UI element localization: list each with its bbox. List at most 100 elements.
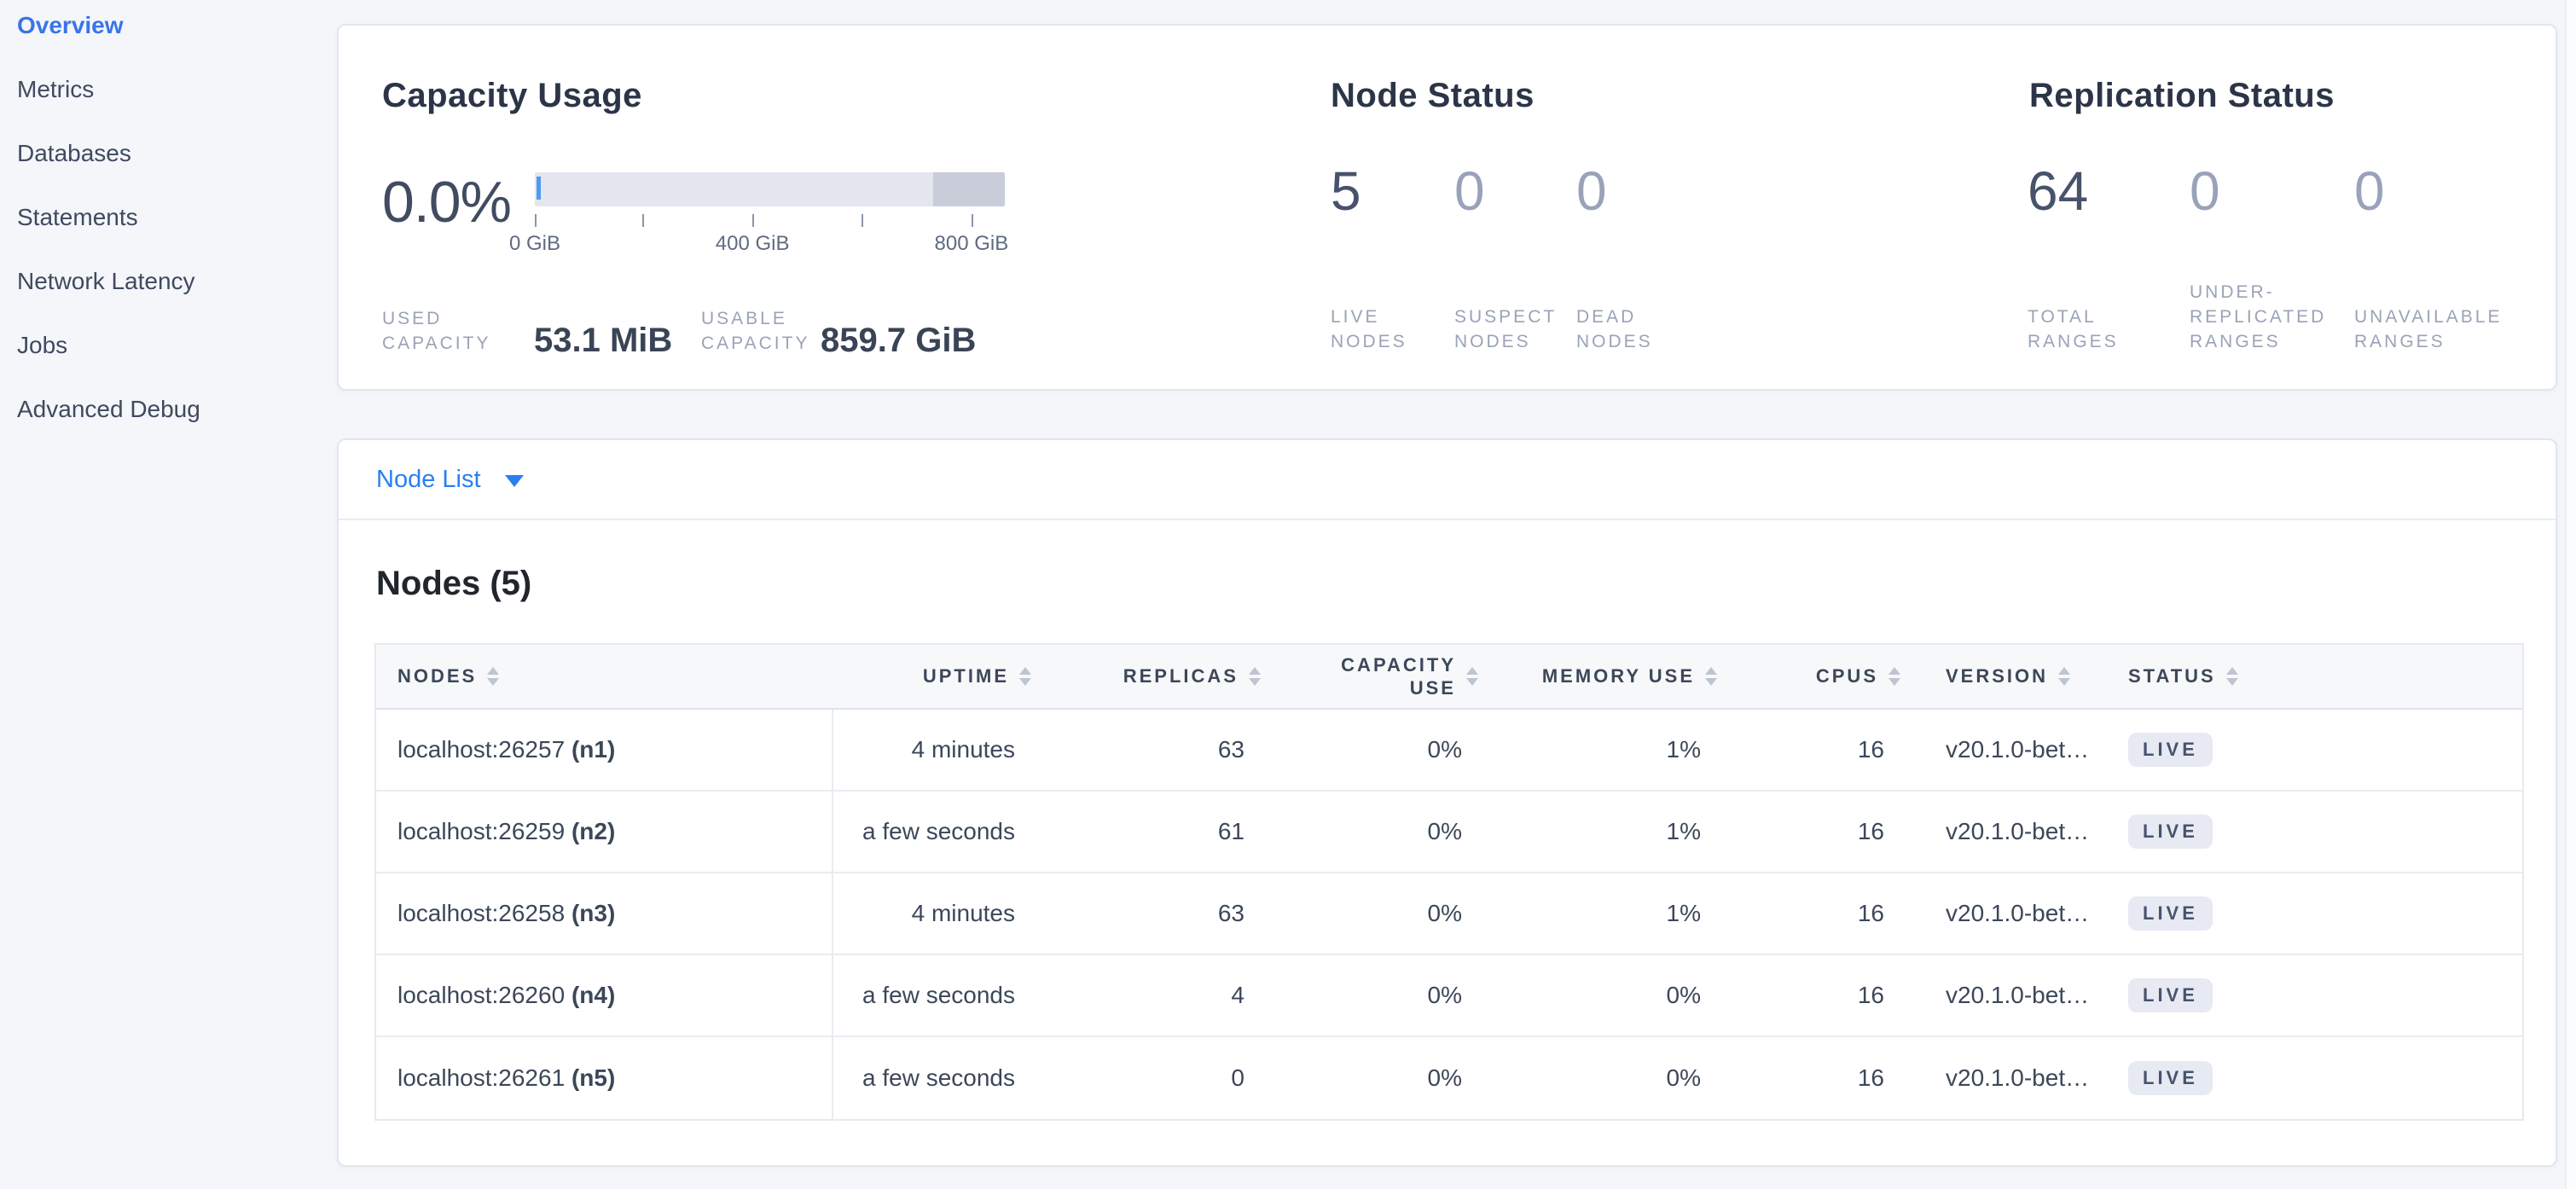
live-nodes-stat: 5 LIVE NODES (1331, 26, 1437, 389)
cpus-cell: 16 (1857, 736, 1884, 763)
node-list-dropdown-label: Node List (376, 465, 481, 493)
capacity-axis-ticks (535, 214, 1005, 228)
node-list-card: Node List Nodes (5) NODES UPTIME REPLICA… (337, 438, 2557, 1167)
version-cell: v20.1.0-bet… (1946, 1064, 2090, 1091)
capacity-use-cell: 0% (1427, 818, 1462, 844)
under-replicated-ranges-value: 0 (2190, 160, 2220, 222)
sidebar-item-jobs[interactable]: Jobs (17, 331, 68, 358)
replicas-cell: 63 (1217, 736, 1244, 763)
node-address-cell: localhost:26257 (n1) (376, 710, 833, 790)
suspect-nodes-label: SUSPECT NODES (1454, 307, 1557, 351)
uptime-cell: a few seconds (862, 818, 1015, 844)
column-header-status[interactable]: STATUS (2110, 645, 2522, 708)
column-header-nodes[interactable]: NODES (376, 645, 833, 708)
node-row[interactable]: localhost:26261 (n5) a few seconds 0 0% … (376, 1037, 2522, 1119)
node-address-cell: localhost:26260 (n4) (376, 955, 833, 1035)
column-label: MEMORY USE (1541, 665, 1695, 687)
memory-use-cell: 0% (1666, 1064, 1701, 1091)
sort-icon (2225, 667, 2238, 686)
column-header-uptime[interactable]: UPTIME (833, 645, 1033, 708)
sidebar-item-databases[interactable]: Databases (17, 139, 131, 166)
uptime-cell: 4 minutes (911, 736, 1015, 763)
scrollbar-track[interactable] (2565, 0, 2576, 1189)
node-row[interactable]: localhost:26257 (n1) 4 minutes 63 0% 1% … (376, 710, 2522, 792)
chevron-down-icon (504, 475, 524, 487)
sidebar: Overview Metrics Databases Statements Ne… (0, 0, 337, 441)
version-cell: v20.1.0-bet… (1946, 900, 2090, 926)
column-label: CPUS (1815, 665, 1878, 687)
cpus-cell: 16 (1857, 1064, 1884, 1091)
capacity-usage-title: Capacity Usage (382, 77, 642, 114)
sidebar-item-overview[interactable]: Overview (17, 11, 124, 38)
status-cell: LIVE (2110, 792, 2522, 872)
node-address-cell: localhost:26258 (n3) (376, 873, 833, 954)
node-address: localhost:26257 (397, 736, 566, 763)
dead-nodes-label: DEAD NODES (1576, 307, 1653, 351)
cluster-summary-card: Capacity Usage 0.0% 0 GiB 400 GiB 800 Gi… (337, 24, 2557, 391)
node-row[interactable]: localhost:26258 (n3) 4 minutes 63 0% 1% … (376, 873, 2522, 955)
column-label: REPLICAS (1123, 665, 1239, 687)
node-address: localhost:26259 (397, 818, 566, 844)
axis-tick (642, 214, 645, 227)
sidebar-item-advanced-debug[interactable]: Advanced Debug (17, 395, 200, 422)
node-status-title: Node Status (1331, 77, 1535, 114)
status-badge: LIVE (2128, 1061, 2213, 1095)
replicas-cell: 4 (1231, 982, 1244, 1008)
version-cell: v20.1.0-bet… (1946, 818, 2090, 844)
live-nodes-value: 5 (1331, 160, 1361, 222)
memory-use-cell: 1% (1666, 736, 1701, 763)
live-nodes-label: LIVE NODES (1331, 307, 1407, 351)
node-row[interactable]: localhost:26260 (n4) a few seconds 4 0% … (376, 955, 2522, 1037)
capacity-use-cell: 0% (1427, 736, 1462, 763)
sort-icon (2058, 667, 2071, 686)
memory-use-cell: 1% (1666, 900, 1701, 926)
total-ranges-value: 64 (2028, 160, 2089, 222)
nodes-count-heading: Nodes (5) (376, 565, 532, 602)
column-header-replicas[interactable]: REPLICAS (1033, 645, 1262, 708)
replicas-cell: 0 (1231, 1064, 1244, 1091)
cpus-cell: 16 (1857, 900, 1884, 926)
unavailable-ranges-stat: 0 UNAVAILABLE RANGES (2354, 26, 2508, 389)
node-row[interactable]: localhost:26259 (n2) a few seconds 61 0%… (376, 792, 2522, 873)
column-header-version[interactable]: VERSION (1902, 645, 2110, 708)
total-ranges-label: TOTAL RANGES (2028, 307, 2119, 351)
usable-capacity-value: 859.7 GiB (821, 322, 977, 359)
column-header-capacity-use[interactable]: CAPACITY USE (1262, 645, 1480, 708)
column-header-cpus[interactable]: CPUS (1719, 645, 1902, 708)
column-label: VERSION (1946, 665, 2049, 687)
node-address: localhost:26258 (397, 900, 566, 926)
column-label: STATUS (2128, 665, 2216, 687)
capacity-percent: 0.0% (382, 170, 512, 235)
sidebar-item-metrics[interactable]: Metrics (17, 75, 95, 102)
under-replicated-ranges-stat: 0 UNDER-REPLICATED RANGES (2190, 26, 2350, 389)
sort-icon (487, 667, 500, 686)
uptime-cell: 4 minutes (911, 900, 1015, 926)
sidebar-item-network-latency[interactable]: Network Latency (17, 267, 195, 294)
column-header-memory-use[interactable]: MEMORY USE (1480, 645, 1719, 708)
usable-capacity-label: USABLE CAPACITY (701, 309, 810, 353)
status-badge: LIVE (2128, 978, 2213, 1012)
node-id: (n1) (571, 736, 616, 763)
node-list-dropdown[interactable]: Node List (339, 440, 2556, 520)
axis-tick (971, 214, 973, 227)
sort-icon (1888, 667, 1900, 686)
unavailable-ranges-label: UNAVAILABLE RANGES (2354, 307, 2503, 351)
cpus-cell: 16 (1857, 818, 1884, 844)
capacity-bar-chart: 0 GiB 400 GiB 800 GiB (509, 172, 1008, 258)
version-cell: v20.1.0-bet… (1946, 736, 2090, 763)
nodes-table: NODES UPTIME REPLICAS CAPACITY USE MEMOR… (374, 643, 2524, 1121)
node-id: (n3) (571, 900, 616, 926)
suspect-nodes-stat: 0 SUSPECT NODES (1454, 26, 1561, 389)
capacity-reserved-segment (933, 172, 1005, 206)
axis-tick-label: 0 GiB (508, 232, 561, 255)
used-capacity-value: 53.1 MiB (534, 322, 673, 359)
dead-nodes-value: 0 (1576, 160, 1607, 222)
axis-tick (535, 214, 537, 227)
sidebar-item-statements[interactable]: Statements (17, 203, 138, 230)
status-badge: LIVE (2128, 815, 2213, 849)
memory-use-cell: 0% (1666, 982, 1701, 1008)
column-label: UPTIME (922, 665, 1009, 687)
axis-tick (752, 214, 755, 227)
node-address: localhost:26261 (397, 1064, 566, 1091)
unavailable-ranges-value: 0 (2354, 160, 2385, 222)
